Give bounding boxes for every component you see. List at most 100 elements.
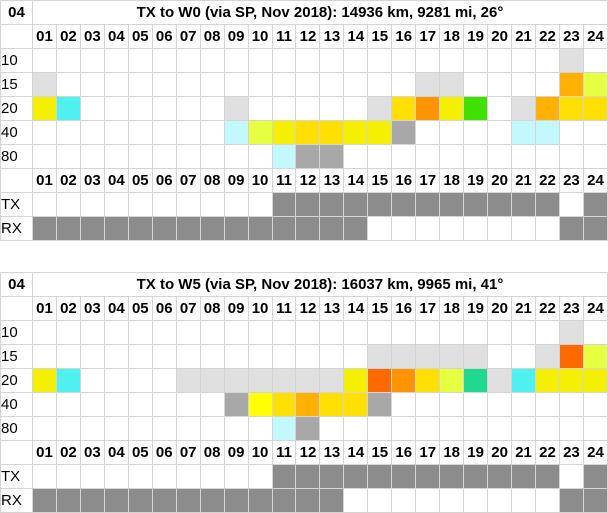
- heat-cell: [223, 320, 249, 345]
- hour-label: 19: [463, 24, 489, 49]
- heat-cell: [439, 72, 465, 97]
- heat-cell: [247, 96, 273, 121]
- hour-label: 19: [463, 168, 489, 193]
- heat-cell: [319, 488, 345, 513]
- heat-cell: [558, 488, 584, 513]
- heat-cell: [415, 344, 441, 369]
- heat-cell: [511, 120, 537, 145]
- heat-cell: [558, 344, 584, 369]
- heat-cell: [391, 344, 417, 369]
- heat-cell: [367, 144, 393, 169]
- heat-cell: [55, 144, 81, 169]
- band-label: TX: [0, 464, 33, 489]
- heat-cell: [175, 368, 201, 393]
- heat-cell: [415, 48, 441, 73]
- heat-cell: [151, 320, 177, 345]
- heat-cell: [535, 192, 560, 217]
- heat-cell: [367, 416, 393, 441]
- heat-cell: [439, 368, 465, 393]
- heat-cell: [295, 120, 321, 145]
- heat-cell: [223, 120, 249, 145]
- heat-cell: [487, 368, 513, 393]
- hour-label: 09: [223, 440, 249, 465]
- heat-cell: [558, 320, 584, 345]
- heat-cell: [151, 368, 177, 393]
- heat-cell: [511, 96, 537, 121]
- heat-cell: [558, 464, 584, 489]
- heat-cell: [32, 392, 57, 417]
- hour-label: 23: [558, 440, 584, 465]
- hour-label: 13: [319, 296, 345, 321]
- hour-label: 15: [367, 296, 393, 321]
- rx-row: RX: [0, 488, 608, 513]
- corner-label: 04: [0, 0, 33, 25]
- hour-label: 08: [199, 296, 225, 321]
- hour-label: 17: [415, 440, 441, 465]
- hour-label: 08: [199, 168, 225, 193]
- heat-cell: [463, 368, 489, 393]
- heat-cell: [511, 72, 537, 97]
- heat-cell: [319, 464, 345, 489]
- heat-cell: [32, 48, 57, 73]
- heat-cell: [582, 48, 608, 73]
- heat-cell: [223, 72, 249, 97]
- heat-cell: [582, 216, 608, 241]
- hour-label: 14: [343, 168, 369, 193]
- band-label: 80: [0, 144, 33, 169]
- hour-label: 04: [103, 440, 129, 465]
- hour-label: 04: [103, 24, 129, 49]
- hour-label: 02: [55, 168, 81, 193]
- heat-cell: [32, 216, 57, 241]
- heat-cell: [175, 344, 201, 369]
- hour-label: 02: [55, 440, 81, 465]
- hour-header-spacer: [0, 440, 33, 465]
- heat-cell: [439, 344, 465, 369]
- chart-title: TX to W0 (via SP, Nov 2018): 14936 km, 9…: [32, 0, 608, 25]
- hour-label: 18: [439, 440, 465, 465]
- hour-label: 09: [223, 24, 249, 49]
- heat-cell: [32, 320, 57, 345]
- heat-cell: [487, 488, 513, 513]
- hour-label: 03: [79, 440, 105, 465]
- heat-cell: [295, 72, 321, 97]
- heat-cell: [55, 464, 81, 489]
- heat-cell: [55, 72, 81, 97]
- heat-cell: [151, 464, 177, 489]
- heat-cell: [247, 368, 273, 393]
- rx-row: RX: [0, 216, 608, 241]
- heat-cell: [343, 144, 369, 169]
- hour-label: 11: [271, 296, 297, 321]
- hour-label: 04: [103, 168, 129, 193]
- heat-cell: [511, 392, 537, 417]
- heat-cell: [271, 416, 297, 441]
- heat-cell: [558, 368, 584, 393]
- heat-cell: [367, 320, 393, 345]
- band-row: 80: [0, 416, 608, 441]
- heat-cell: [247, 320, 273, 345]
- heat-cell: [415, 120, 441, 145]
- heat-cell: [439, 488, 465, 513]
- hour-label: 19: [463, 440, 489, 465]
- heat-cell: [582, 488, 608, 513]
- heat-cell: [175, 120, 201, 145]
- heat-cell: [223, 392, 249, 417]
- heat-cell: [319, 392, 345, 417]
- heat-cell: [487, 120, 513, 145]
- heat-cell: [391, 464, 417, 489]
- heat-cell: [127, 392, 153, 417]
- heat-cell: [151, 344, 177, 369]
- heat-cell: [223, 464, 249, 489]
- hour-label: 03: [79, 296, 105, 321]
- hour-label: 15: [367, 24, 393, 49]
- hour-label: 11: [271, 24, 297, 49]
- heat-cell: [175, 216, 201, 241]
- heat-cell: [32, 488, 57, 513]
- heat-cell: [391, 368, 417, 393]
- hour-label: 17: [415, 168, 441, 193]
- hour-label: 04: [103, 296, 129, 321]
- heat-cell: [367, 192, 393, 217]
- heat-cell: [55, 344, 81, 369]
- heat-cell: [175, 144, 201, 169]
- heat-cell: [582, 96, 608, 121]
- heat-cell: [223, 192, 249, 217]
